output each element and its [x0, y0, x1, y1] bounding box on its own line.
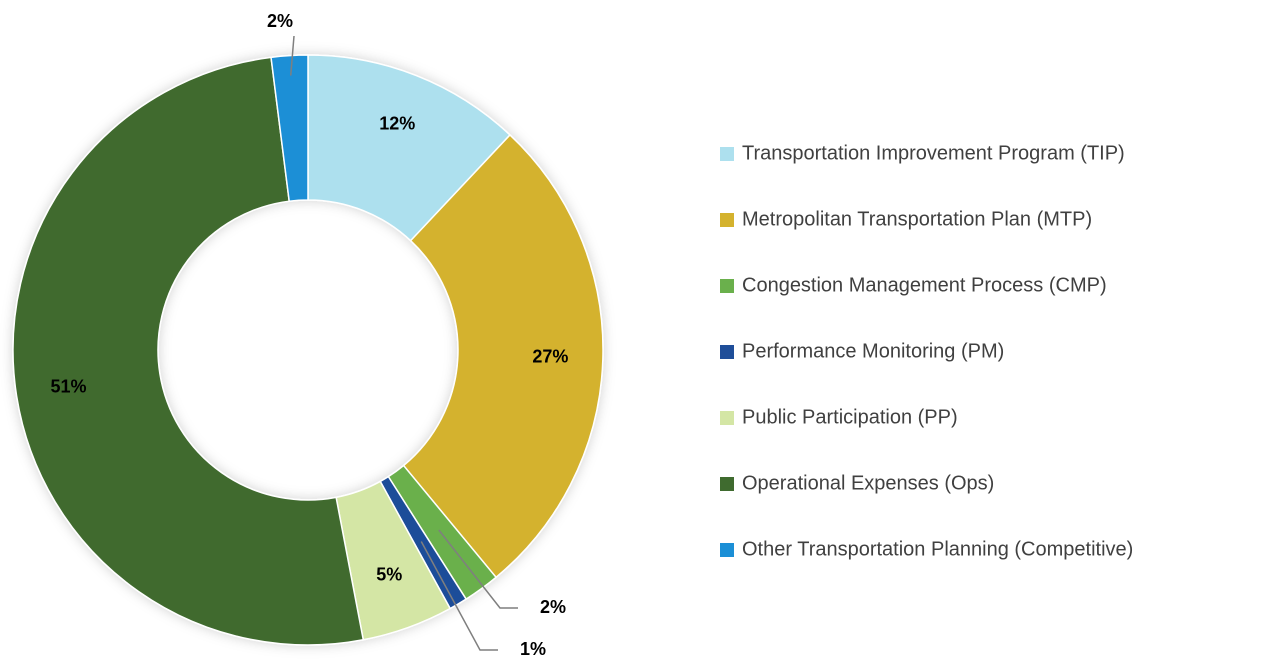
legend-label: Other Transportation Planning (Competiti… — [742, 538, 1133, 560]
data-label: 2% — [267, 11, 293, 31]
donut — [12, 54, 604, 646]
legend-swatch — [720, 147, 734, 161]
legend-label: Transportation Improvement Program (TIP) — [742, 142, 1125, 164]
data-label: 51% — [50, 377, 86, 397]
legend-label: Performance Monitoring (PM) — [742, 340, 1004, 362]
slice — [12, 56, 365, 646]
data-label: 27% — [532, 346, 568, 366]
data-label: 2% — [540, 597, 566, 617]
slice — [402, 133, 604, 579]
data-label: 5% — [376, 565, 402, 585]
legend-label: Operational Expenses (Ops) — [742, 472, 994, 494]
data-label: 1% — [520, 639, 546, 659]
data-label: 12% — [379, 113, 415, 133]
legend-swatch — [720, 345, 734, 359]
legend-label: Metropolitan Transportation Plan (MTP) — [742, 208, 1092, 230]
legend-swatch — [720, 213, 734, 227]
leader-line — [289, 35, 295, 76]
legend-label: Congestion Management Process (CMP) — [742, 274, 1107, 296]
legend-swatch — [720, 279, 734, 293]
legend-swatch — [720, 543, 734, 557]
legend-swatch — [720, 411, 734, 425]
legend-swatch — [720, 477, 734, 491]
leader-line — [420, 541, 498, 651]
legend-label: Public Participation (PP) — [742, 406, 958, 428]
leader-line — [438, 529, 518, 609]
slice — [270, 54, 309, 203]
